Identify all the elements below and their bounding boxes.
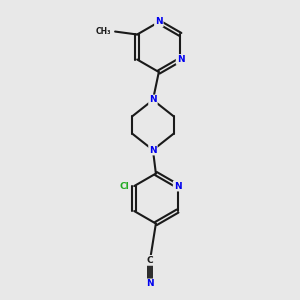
Text: N: N <box>174 182 182 190</box>
Text: N: N <box>149 95 157 104</box>
Text: N: N <box>149 146 157 154</box>
Text: N: N <box>146 279 154 288</box>
Text: N: N <box>177 55 184 64</box>
Text: Cl: Cl <box>119 182 129 190</box>
Text: C: C <box>147 256 153 265</box>
Text: CH₃: CH₃ <box>95 27 111 36</box>
Text: N: N <box>155 17 163 26</box>
